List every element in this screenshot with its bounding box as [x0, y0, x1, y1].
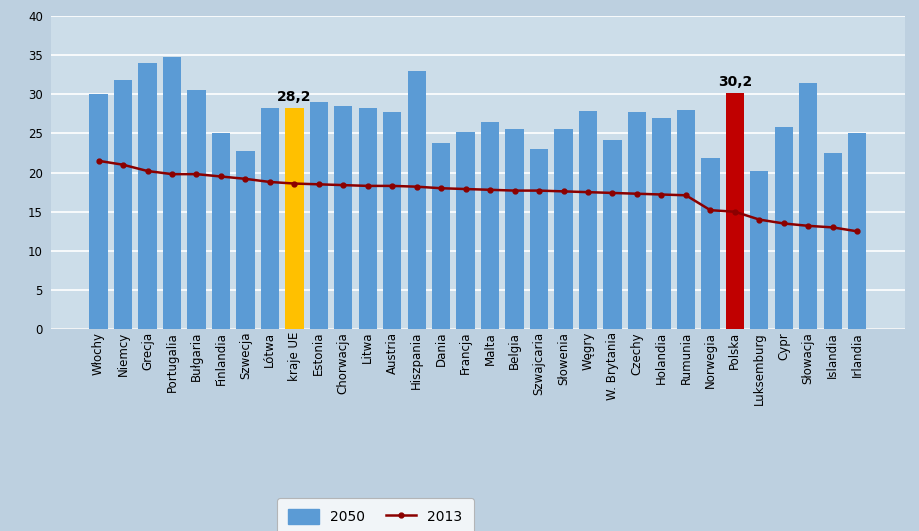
Bar — [358, 108, 377, 329]
Bar — [187, 90, 206, 329]
Bar — [236, 151, 255, 329]
Bar — [530, 149, 549, 329]
Bar — [432, 143, 450, 329]
Bar — [407, 71, 425, 329]
Bar — [579, 112, 597, 329]
Bar — [603, 140, 621, 329]
Bar — [848, 133, 867, 329]
Text: 30,2: 30,2 — [718, 75, 752, 89]
Bar — [114, 80, 132, 329]
Bar — [554, 130, 573, 329]
Bar — [726, 93, 744, 329]
Bar — [652, 118, 671, 329]
Bar — [775, 127, 793, 329]
Bar — [139, 63, 157, 329]
Legend: 2050, 2013: 2050, 2013 — [277, 498, 473, 531]
Bar — [310, 102, 328, 329]
Bar — [750, 171, 768, 329]
Bar — [505, 130, 524, 329]
Bar — [89, 95, 108, 329]
Bar — [701, 158, 720, 329]
Bar — [163, 57, 181, 329]
Bar — [481, 122, 499, 329]
Bar — [628, 112, 646, 329]
Bar — [799, 82, 817, 329]
Text: 28,2: 28,2 — [278, 90, 312, 105]
Bar — [335, 106, 353, 329]
Bar — [676, 110, 695, 329]
Bar — [285, 108, 303, 329]
Bar — [211, 133, 230, 329]
Bar — [457, 132, 475, 329]
Bar — [261, 108, 279, 329]
Bar — [383, 112, 402, 329]
Bar — [823, 153, 842, 329]
